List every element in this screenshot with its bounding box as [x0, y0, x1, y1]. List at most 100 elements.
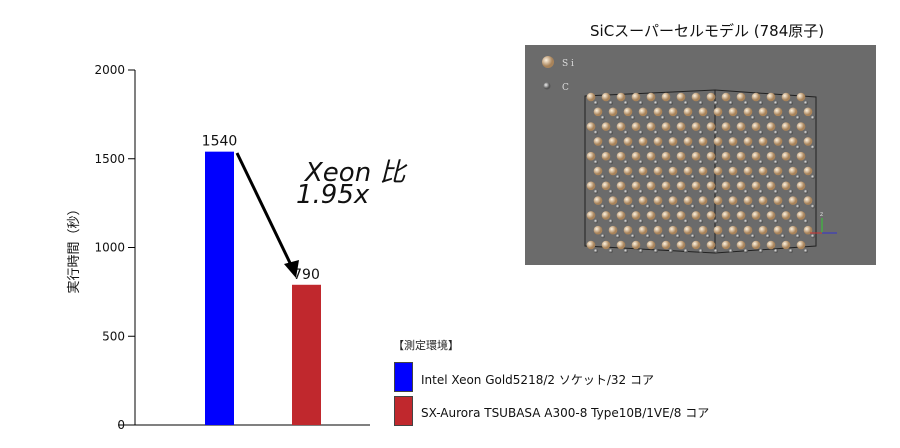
- c-atom: [729, 101, 733, 105]
- si-atom: [773, 107, 783, 117]
- c-atom: [796, 234, 800, 239]
- c-atom: [774, 101, 778, 105]
- bar-data-label: 1540: [202, 134, 238, 150]
- si-atom: [728, 166, 738, 176]
- si-atom: [646, 211, 656, 220]
- c-atom: [661, 145, 665, 150]
- si-atom: [601, 151, 611, 161]
- c-atom: [706, 234, 710, 239]
- c-atom: [594, 219, 598, 224]
- si-atom: [781, 151, 791, 161]
- si-atom: [736, 181, 746, 191]
- si-atom: [781, 92, 791, 102]
- si-atom: [653, 196, 663, 205]
- si-atom: [698, 225, 708, 235]
- c-atom: [729, 219, 733, 224]
- si-atom: [781, 181, 791, 191]
- si-atom: [698, 137, 708, 146]
- c-atom: [759, 160, 763, 165]
- si-atom: [713, 196, 723, 205]
- si-atom: [751, 151, 761, 161]
- c-atom: [609, 219, 613, 224]
- c-atom: [759, 101, 763, 105]
- c-atom: [609, 189, 613, 194]
- c-atom: [631, 115, 635, 120]
- c-atom: [759, 130, 763, 135]
- c-atom: [744, 130, 748, 135]
- si-atom: [676, 92, 686, 102]
- c-atom: [789, 130, 793, 135]
- c-atom: [789, 219, 793, 224]
- si-atom: [586, 151, 596, 161]
- si-atom: [713, 166, 723, 176]
- si-legend-label: S i: [562, 59, 574, 69]
- c-atom: [646, 145, 650, 150]
- si-atom: [728, 225, 738, 235]
- c-atom: [624, 219, 628, 224]
- z-axis-label: z: [820, 211, 823, 218]
- legend-label: SX-Aurora TSUBASA A300-8 Type10B/1VE/8 コ…: [421, 406, 710, 420]
- si-atom: [661, 122, 671, 131]
- si-atom: [706, 122, 716, 131]
- c-atom: [714, 189, 718, 194]
- c-atom: [624, 101, 628, 105]
- c-atom: [744, 219, 748, 224]
- c-atom: [646, 204, 650, 209]
- si-atom: [676, 151, 686, 161]
- si-atom: [683, 225, 693, 235]
- c-atom: [594, 160, 598, 165]
- si-atom: [721, 211, 731, 220]
- si-atom: [758, 225, 768, 235]
- si-atom: [691, 240, 701, 250]
- c-atom: [616, 175, 620, 179]
- si-atom: [691, 181, 701, 191]
- si-atom: [593, 225, 603, 235]
- c-atom: [781, 115, 785, 120]
- si-atom: [691, 92, 701, 102]
- c-atom: [601, 204, 605, 209]
- c-atom: [774, 249, 778, 253]
- y-tick-label: 0: [117, 418, 125, 432]
- c-atom: [811, 115, 815, 120]
- si-atom: [758, 107, 768, 117]
- c-atom: [639, 160, 643, 165]
- si-atom: [586, 92, 596, 102]
- c-atom: [654, 101, 658, 105]
- si-atom: [616, 122, 626, 131]
- c-atom: [729, 160, 733, 165]
- si-atom: [586, 211, 596, 220]
- c-atom: [811, 234, 815, 239]
- c-atom: [601, 115, 605, 120]
- c-atom: [751, 234, 755, 239]
- si-atom: [751, 240, 761, 250]
- c-atom: [601, 234, 605, 239]
- si-atom: [728, 137, 738, 146]
- si-atom: [623, 225, 633, 235]
- c-atom: [631, 145, 635, 150]
- si-atom: [646, 181, 656, 191]
- si-atom: [773, 137, 783, 146]
- si-atom: [781, 240, 791, 250]
- si-atom: [676, 211, 686, 220]
- c-atom: [811, 175, 815, 179]
- si-atom: [646, 92, 656, 102]
- si-atom: [758, 137, 768, 146]
- si-atom: [736, 92, 746, 102]
- si-atom: [743, 196, 753, 205]
- si-atom: [608, 137, 618, 146]
- si-atom: [683, 107, 693, 117]
- si-atom: [631, 92, 641, 102]
- si-legend-icon: [542, 56, 554, 68]
- y-tick-label: 2000: [94, 63, 125, 77]
- si-atom: [713, 107, 723, 117]
- si-atom: [646, 151, 656, 161]
- c-atom: [699, 189, 703, 194]
- si-atom: [676, 122, 686, 131]
- c-atom: [624, 130, 628, 135]
- si-atom: [766, 92, 776, 102]
- si-atom: [713, 137, 723, 146]
- si-atom: [751, 211, 761, 220]
- bar: [292, 284, 321, 425]
- c-atom: [639, 130, 643, 135]
- c-atom: [706, 175, 710, 179]
